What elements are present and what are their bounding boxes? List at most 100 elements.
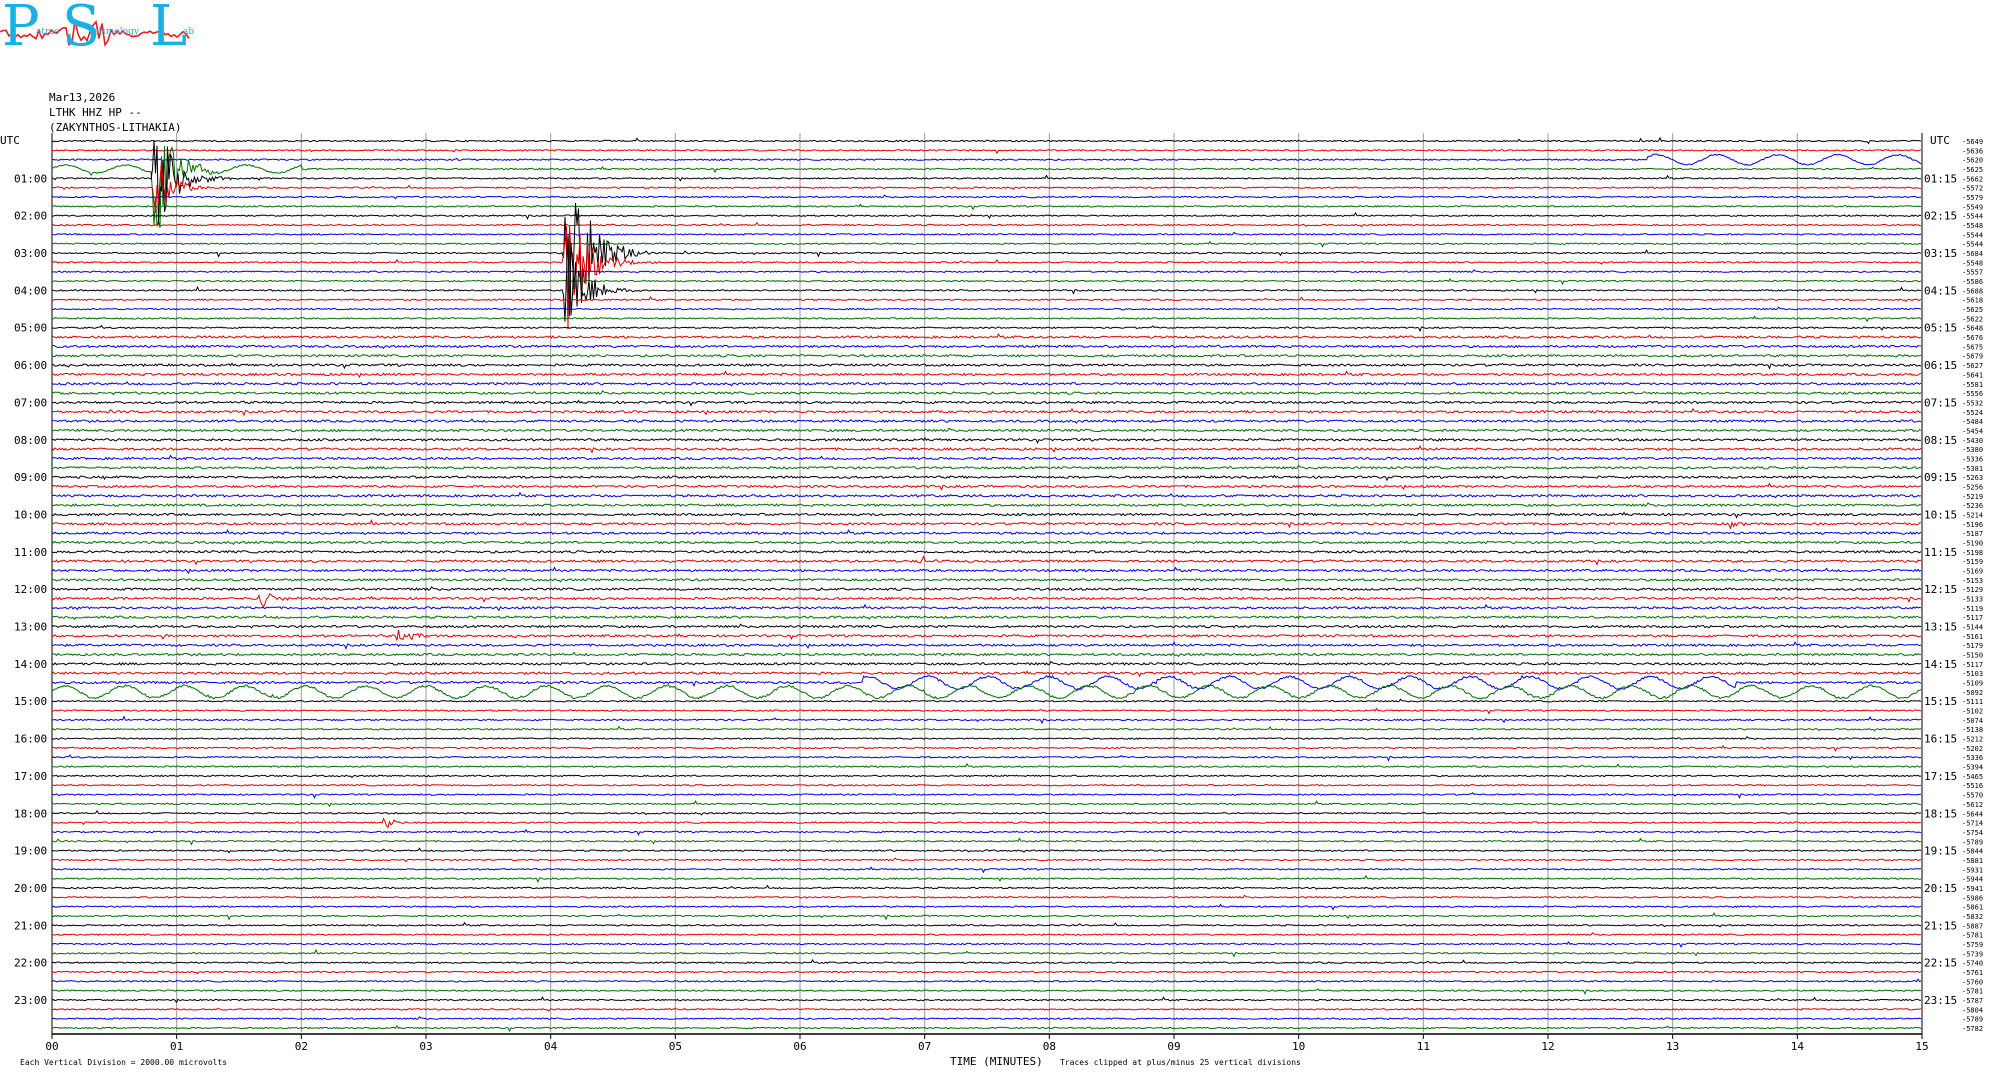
trace-offset-27: -5556 — [1962, 390, 1983, 398]
trace-45 — [51, 555, 1922, 566]
trace-offset-2: -5620 — [1962, 157, 1983, 165]
trace-32 — [51, 437, 1921, 444]
right-hour-label-22: 22:15 — [1924, 957, 1957, 970]
trace-83 — [51, 912, 1922, 921]
trace-87 — [51, 948, 1922, 958]
left-hour-label-19: 19:00 — [14, 845, 47, 858]
right-hour-label-23: 23:15 — [1924, 994, 1957, 1007]
trace-offset-82: -5861 — [1962, 904, 1983, 912]
trace-78 — [52, 866, 1922, 874]
trace-81 — [51, 894, 1922, 899]
right-hour-label-15: 15:15 — [1924, 695, 1957, 708]
x-tick-label-07: 07 — [918, 1040, 931, 1053]
x-tick-label-05: 05 — [669, 1040, 682, 1053]
trace-offset-6: -5579 — [1962, 194, 1983, 202]
trace-55 — [51, 651, 1922, 658]
trace-44 — [51, 549, 1922, 554]
trace-offset-92: -5787 — [1962, 997, 1983, 1005]
trace-64 — [51, 735, 1922, 740]
trace-47 — [51, 577, 1922, 583]
trace-77 — [51, 857, 1922, 863]
trace-48 — [51, 586, 1922, 592]
x-tick-label-15: 15 — [1915, 1040, 1928, 1053]
left-hour-label-23: 23:00 — [14, 994, 47, 1007]
trace-20 — [51, 324, 1922, 333]
trace-offset-91: -5781 — [1962, 988, 1983, 996]
trace-80 — [51, 884, 1922, 891]
left-hour-label-5: 05:00 — [14, 322, 47, 335]
trace-offset-46: -5169 — [1962, 567, 1983, 575]
trace-76 — [51, 847, 1922, 854]
trace-offset-14: -5557 — [1962, 269, 1983, 277]
right-hour-label-5: 05:15 — [1924, 322, 1957, 335]
trace-offset-53: -5161 — [1962, 633, 1983, 641]
trace-58 — [51, 674, 1922, 691]
trace-offset-31: -5454 — [1962, 427, 1983, 435]
trace-9 — [51, 221, 1922, 228]
trace-offset-47: -5153 — [1962, 577, 1983, 585]
trace-offset-8: -5544 — [1962, 213, 1983, 221]
trace-23 — [51, 353, 1922, 358]
trace-29 — [51, 407, 1922, 417]
trace-offset-67: -5394 — [1962, 764, 1983, 772]
trace-74 — [51, 828, 1922, 837]
scale-note: Each Vertical Division = 2000.00 microvo… — [20, 1058, 227, 1067]
trace-10 — [51, 231, 1922, 236]
trace-offset-76: -5844 — [1962, 848, 1983, 856]
x-tick-label-06: 06 — [793, 1040, 806, 1053]
trace-offset-90: -5760 — [1962, 978, 1983, 986]
trace-offset-95: -5782 — [1962, 1025, 1983, 1033]
left-hour-label-3: 03:00 — [14, 247, 47, 260]
right-hour-label-6: 06:15 — [1924, 359, 1957, 372]
trace-offset-72: -5644 — [1962, 810, 1983, 818]
trace-86 — [51, 940, 1922, 949]
trace-offset-70: -5570 — [1962, 792, 1983, 800]
trace-28 — [51, 399, 1922, 407]
trace-offset-17: -5618 — [1962, 297, 1983, 305]
logo-word-3: ab — [183, 27, 195, 37]
trace-34 — [51, 454, 1922, 462]
trace-offset-64: -5212 — [1962, 736, 1983, 744]
trace-offset-77: -5881 — [1962, 857, 1983, 865]
trace-offset-79: -5944 — [1962, 876, 1983, 884]
left-hour-label-7: 07:00 — [14, 396, 47, 409]
trace-offset-78: -5931 — [1962, 866, 1983, 874]
trace-offset-63: -5138 — [1962, 726, 1983, 734]
left-hour-label-6: 06:00 — [14, 359, 47, 372]
trace-offset-42: -5187 — [1962, 530, 1983, 538]
trace-offset-59: -5092 — [1962, 689, 1983, 697]
trace-88 — [51, 959, 1922, 964]
trace-5 — [51, 160, 1922, 213]
logo-letter-l: L — [150, 0, 187, 59]
left-hour-label-11: 11:00 — [14, 546, 47, 559]
trace-49 — [51, 593, 1922, 609]
trace-72 — [51, 809, 1922, 816]
trace-24 — [51, 362, 1922, 370]
trace-41 — [51, 518, 1921, 530]
trace-offset-20: -5648 — [1962, 325, 1983, 333]
trace-89 — [51, 970, 1922, 975]
trace-offset-75: -5789 — [1962, 838, 1983, 846]
trace-offset-55: -5150 — [1962, 652, 1983, 660]
x-tick-label-00: 00 — [45, 1040, 58, 1053]
trace-70 — [51, 792, 1922, 799]
trace-63 — [51, 725, 1922, 732]
channel-label: LTHK HHZ HP -- — [49, 106, 142, 119]
trace-offset-37: -5256 — [1962, 483, 1983, 491]
trace-13 — [51, 224, 1922, 330]
trace-39 — [51, 502, 1922, 508]
right-hour-label-12: 12:15 — [1924, 583, 1957, 596]
logo-word-1: atras — [36, 27, 60, 37]
trace-7 — [51, 203, 1922, 211]
trace-offset-60: -5111 — [1962, 698, 1983, 706]
trace-offset-71: -5612 — [1962, 801, 1983, 809]
trace-12 — [51, 202, 1922, 321]
left-hour-label-8: 08:00 — [14, 434, 47, 447]
logo-letter-s: S — [62, 0, 100, 59]
trace-73 — [51, 817, 1922, 829]
trace-offset-35: -5381 — [1962, 465, 1983, 473]
trace-18 — [51, 306, 1922, 311]
trace-offset-84: -5887 — [1962, 922, 1983, 930]
trace-offset-0: -5649 — [1962, 138, 1983, 146]
trace-offset-94: -5789 — [1962, 1016, 1983, 1024]
